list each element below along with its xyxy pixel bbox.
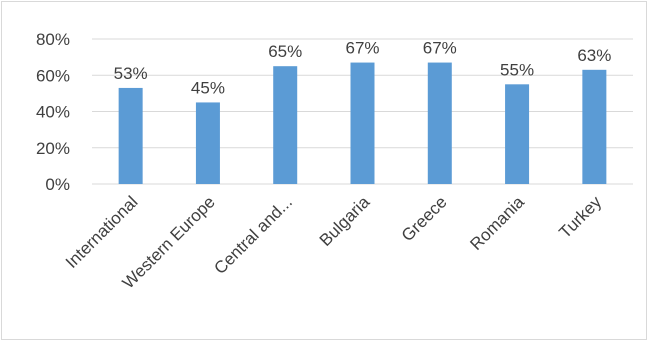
category-label: Central and... (210, 192, 296, 278)
bar (505, 84, 530, 184)
data-labels: 53% 45% 65% 67% 67% 55% 63% (114, 39, 612, 98)
bar (350, 62, 375, 184)
data-label: 65% (268, 42, 302, 61)
bar (582, 69, 607, 184)
bar (118, 87, 143, 184)
y-tick-label: 20% (36, 139, 70, 158)
data-label: 67% (423, 39, 457, 58)
data-label: 67% (345, 39, 379, 58)
category-label: Romania (466, 192, 528, 254)
category-label: Greece (398, 192, 451, 245)
y-tick-label: 0% (45, 175, 70, 194)
bar (195, 102, 220, 184)
category-label: Turkey (555, 192, 605, 242)
data-label: 45% (191, 78, 225, 97)
bar (273, 66, 298, 184)
data-label: 63% (577, 46, 611, 65)
y-axis-tick-labels: 0% 20% 40% 60% 80% (36, 30, 70, 194)
data-label: 53% (114, 64, 148, 83)
y-tick-label: 60% (36, 66, 70, 85)
category-label: Bulgaria (316, 192, 374, 250)
y-tick-label: 40% (36, 103, 70, 122)
bar (427, 62, 452, 184)
y-tick-label: 80% (36, 30, 70, 49)
bars (118, 62, 607, 184)
category-label: International (62, 192, 142, 272)
data-label: 55% (500, 60, 534, 79)
